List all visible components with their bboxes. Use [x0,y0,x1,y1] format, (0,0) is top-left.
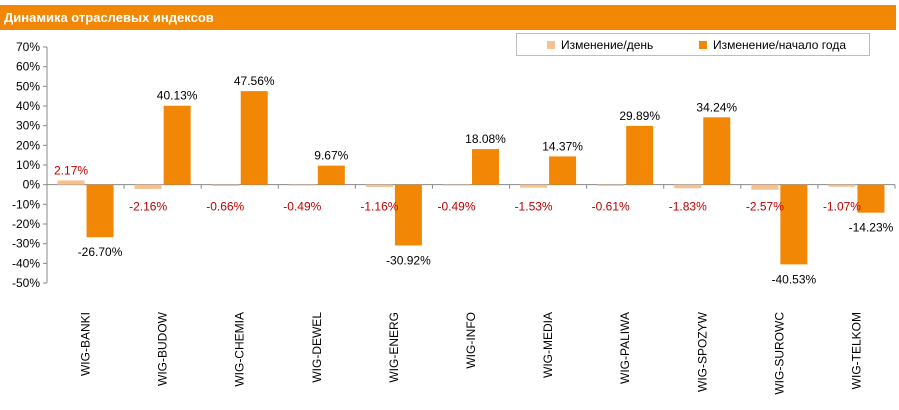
y-tick-label: 0% [23,178,41,192]
legend-item-day: Изменение/день [547,38,653,52]
bar-day [365,184,393,187]
y-tick-label: 30% [16,119,40,133]
y-tick-label: -30% [12,237,40,251]
chart-legend: Изменение/день Изменение/начало года [516,33,870,56]
bar-day [288,184,316,186]
bar-ytd [780,184,808,265]
bar-ytd [857,184,885,213]
category-label: WIG-DEWEL [310,312,324,383]
data-label-ytd: -40.53% [772,272,817,286]
y-tick-label: -20% [12,217,40,231]
y-tick-label: -10% [12,197,40,211]
bar-ytd [703,117,731,185]
data-label-day: -2.16% [129,200,167,214]
bar-day [520,184,548,188]
bar-ytd [240,91,268,185]
data-label-ytd: 29.89% [619,109,660,123]
y-tick-label: 70% [16,40,40,54]
category-label: WIG-PALIWA [618,312,632,384]
chart-title: Динамика отраслевых индексов [4,10,214,25]
data-label-ytd: 40.13% [157,89,198,103]
y-tick-label: 40% [16,99,40,113]
y-tick-label: -50% [12,276,40,290]
legend-swatch-ytd [699,41,707,49]
bar-ytd [394,184,422,246]
bar-day [443,184,470,186]
category-label: WIG-SPOZYW [695,311,709,392]
legend-label-day: Изменение/день [561,38,654,52]
bar-day [751,184,779,190]
bar-ytd [626,125,654,185]
data-label-day: 2.17% [54,163,88,177]
category-label: WIG-SUROWC [772,312,786,395]
data-label-day: -0.61% [592,200,630,214]
legend-item-ytd: Изменение/начало года [699,38,846,52]
category-label: WIG-INFO [464,312,478,369]
data-label-ytd: -30.92% [386,253,431,267]
category-label: WIG-CHEMIA [233,312,247,387]
data-label-day: -1.07% [823,200,861,214]
bar-ytd [86,184,114,238]
y-tick-label: 20% [16,138,40,152]
data-label-ytd: -14.23% [849,221,894,235]
data-label-day: -1.83% [669,200,707,214]
data-label-day: -2.57% [746,200,784,214]
bar-ytd [472,149,499,185]
category-label: WIG-BANKI [79,312,93,376]
y-tick-label: 10% [16,158,40,172]
data-label-ytd: 47.56% [234,74,275,88]
data-label-ytd: 18.08% [465,132,506,146]
data-label-day: -0.49% [437,200,475,214]
category-label: WIG-TELKOM [849,312,863,389]
bar-day [828,184,856,187]
y-tick-label: 50% [16,79,40,93]
data-label-ytd: 34.24% [696,100,737,114]
data-label-day: -0.66% [206,200,244,214]
bar-ytd [317,165,345,185]
category-label: WIG-MEDIA [541,312,555,378]
legend-label-ytd: Изменение/начало года [713,38,846,52]
legend-swatch-day [547,41,555,49]
chart-title-bar: Динамика отраслевых индексов [0,5,896,30]
bar-ytd [163,105,191,185]
data-label-ytd: -26.70% [78,245,123,259]
bar-day [597,184,625,186]
data-label-day: -1.16% [360,200,398,214]
bar-ytd [549,156,577,185]
y-tick-label: 60% [16,60,40,74]
category-label: WIG-BUDOW [156,311,170,386]
data-label-ytd: 9.67% [314,149,348,163]
data-label-day: -0.49% [283,200,321,214]
y-tick-label: -40% [12,256,40,270]
data-label-ytd: 14.37% [542,139,583,153]
data-label-day: -1.53% [515,200,553,214]
bar-day [134,184,162,189]
bar-day [211,184,239,186]
bar-day [674,184,702,189]
category-label: WIG-ENERG [387,312,401,383]
bar-day [57,180,85,185]
